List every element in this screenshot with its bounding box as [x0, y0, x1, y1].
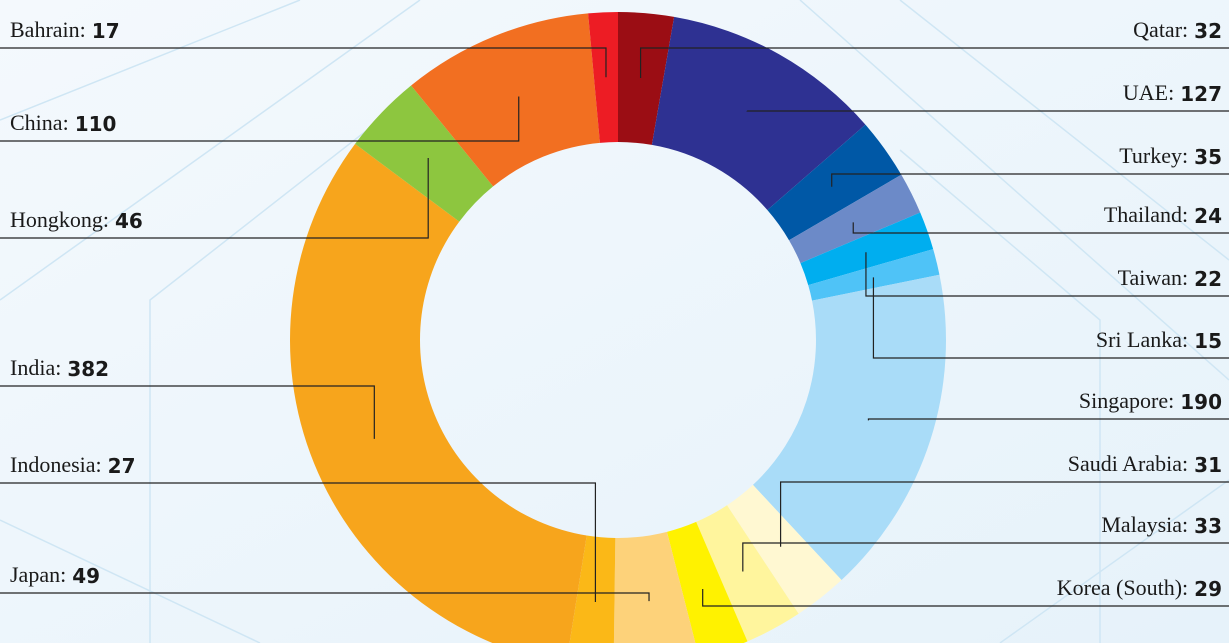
label-separator: :: [1182, 265, 1188, 290]
label-value: 190: [1180, 390, 1222, 414]
donut-slice: [618, 12, 675, 145]
label-value: 33: [1194, 514, 1222, 538]
label-name: Japan: [10, 562, 60, 587]
label-separator: :: [103, 207, 109, 232]
label-value: 35: [1194, 145, 1222, 169]
label-separator: :: [55, 355, 61, 380]
label-separator: :: [1182, 575, 1188, 600]
slice-label: Singapore: 190: [1079, 388, 1222, 413]
label-value: 32: [1194, 19, 1222, 43]
label-separator: :: [1182, 512, 1188, 537]
label-separator: :: [1182, 451, 1188, 476]
label-value: 29: [1194, 577, 1222, 601]
label-name: Bahrain: [10, 17, 80, 42]
label-value: 31: [1194, 453, 1222, 477]
donut-slice: [800, 212, 934, 286]
slice-label: Malaysia: 33: [1101, 512, 1222, 537]
slice-label: Hongkong: 46: [10, 207, 143, 232]
donut-slice: [411, 13, 600, 187]
label-value: 110: [75, 112, 117, 136]
label-value: 49: [72, 564, 100, 588]
leader-line: [0, 96, 520, 142]
label-separator: :: [1182, 202, 1188, 227]
donut-slice: [651, 16, 866, 211]
slice-label: India: 382: [10, 355, 109, 380]
leader-line: [779, 481, 1229, 547]
slice-label: Bahrain: 17: [10, 17, 120, 42]
leader-line: [742, 542, 1229, 572]
label-separator: :: [1182, 143, 1188, 168]
label-separator: :: [60, 562, 66, 587]
leader-line: [0, 385, 375, 439]
slice-label: Sri Lanka: 15: [1096, 327, 1222, 352]
slice-label: Qatar: 32: [1133, 17, 1222, 42]
label-value: 22: [1194, 267, 1222, 291]
leader-line: [865, 252, 1229, 297]
slice-label: China: 110: [10, 110, 116, 135]
donut-slice: [666, 521, 748, 643]
donut-slice: [355, 85, 494, 222]
leader-line: [639, 47, 1229, 78]
label-value: 15: [1194, 329, 1222, 353]
label-name: Thailand: [1104, 202, 1182, 227]
slice-label: Indonesia: 27: [10, 452, 136, 477]
label-name: India: [10, 355, 55, 380]
label-name: China: [10, 110, 63, 135]
label-name: UAE: [1123, 80, 1168, 105]
leader-line: [0, 592, 650, 602]
label-name: Singapore: [1079, 388, 1168, 413]
label-separator: :: [80, 17, 86, 42]
label-value: 27: [108, 454, 136, 478]
donut-slice: [290, 143, 587, 643]
donut-slice: [696, 505, 799, 642]
donut-slice: [808, 249, 940, 301]
label-name: Turkey: [1119, 143, 1182, 168]
label-value: 382: [67, 357, 109, 381]
label-value: 46: [115, 209, 143, 233]
slice-label: Japan: 49: [10, 562, 100, 587]
label-separator: :: [1168, 80, 1174, 105]
donut-slice: [767, 124, 902, 241]
leader-line: [852, 222, 1229, 234]
label-separator: :: [1182, 327, 1188, 352]
label-name: Malaysia: [1101, 512, 1182, 537]
label-name: Indonesia: [10, 452, 96, 477]
leader-line: [702, 588, 1229, 607]
label-name: Saudi Arabia: [1068, 451, 1182, 476]
label-name: Qatar: [1133, 17, 1183, 42]
leader-line: [872, 277, 1229, 359]
donut-slice: [569, 535, 616, 643]
slice-label: Saudi Arabia: 31: [1068, 451, 1222, 476]
label-separator: :: [96, 452, 102, 477]
slice-label: Turkey: 35: [1119, 143, 1222, 168]
label-name: Korea (South): [1057, 575, 1182, 600]
leader-line: [0, 482, 597, 603]
donut: [290, 12, 947, 643]
label-name: Hongkong: [10, 207, 103, 232]
label-name: Taiwan: [1118, 265, 1182, 290]
donut-slice: [588, 12, 618, 143]
leader-line: [0, 47, 607, 78]
leader-line: [867, 418, 1229, 421]
leader-line: [0, 157, 429, 239]
label-separator: :: [1168, 388, 1174, 413]
slice-label: Taiwan: 22: [1118, 265, 1222, 290]
donut-slice: [752, 274, 947, 581]
label-separator: :: [63, 110, 69, 135]
label-separator: :: [1182, 17, 1188, 42]
slice-label: Thailand: 24: [1104, 202, 1222, 227]
leader-line: [831, 173, 1229, 187]
slice-label: Korea (South): 29: [1057, 575, 1222, 600]
label-value: 17: [92, 19, 120, 43]
label-value: 127: [1180, 82, 1222, 106]
donut-slice: [789, 174, 921, 264]
label-value: 24: [1194, 204, 1222, 228]
slice-label: UAE: 127: [1123, 80, 1222, 105]
label-name: Sri Lanka: [1096, 327, 1182, 352]
donut-slice: [613, 531, 696, 643]
donut-slice: [727, 484, 842, 614]
